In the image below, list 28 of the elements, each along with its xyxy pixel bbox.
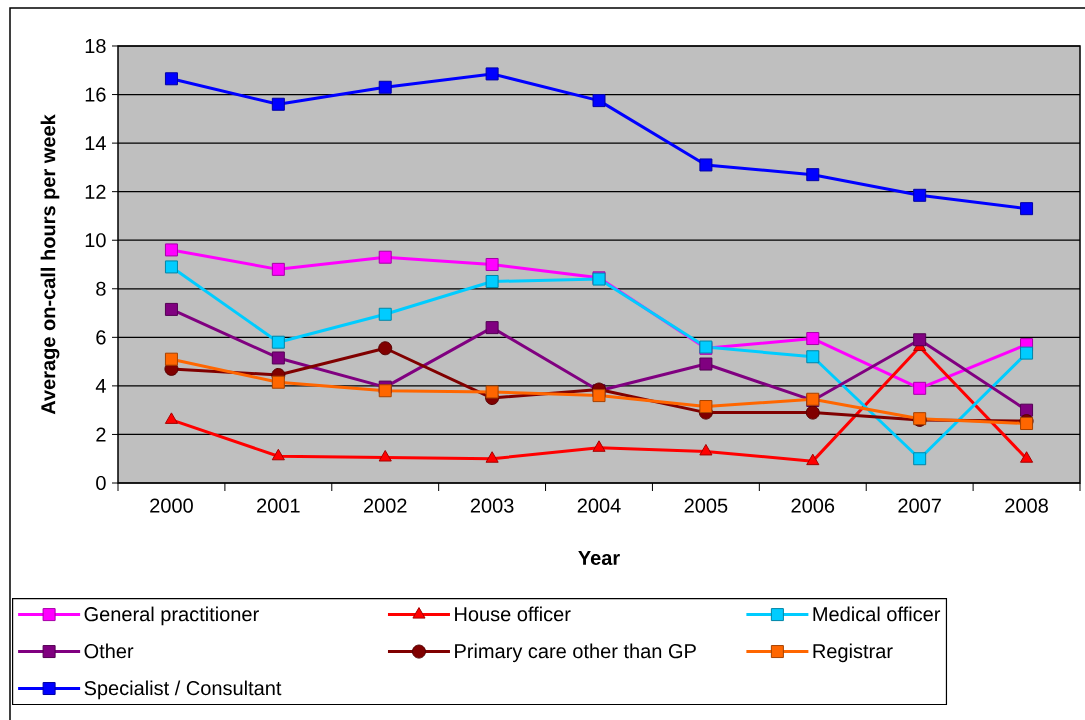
x-tick-label: 2004 [577,498,621,513]
x-tick-label: 2003 [470,498,514,513]
legend-label: Primary care other than GP [455,643,696,663]
legend-label: Medical officer [813,606,941,622]
y-tick-label: 12 [85,184,106,199]
legend-label: General practitioner [84,606,259,626]
y-tick-label: 8 [96,281,106,296]
x-tick-label: 2005 [684,498,728,513]
y-tick-label: 4 [95,379,106,393]
y-tick-label: 18 [85,38,106,54]
legend-label: Specialist / Consultant [84,680,282,700]
x-axis-title: Year [578,551,620,565]
x-tick-label: 2000 [150,498,193,513]
y-tick-label: 2 [96,427,106,442]
y-tick-label: 10 [85,233,106,248]
y-tick-label: 0 [96,475,106,491]
y-tick-label: 14 [85,136,106,150]
legend-label: Other [84,643,134,659]
y-tick-label: 16 [85,87,106,102]
x-tick-label: 2007 [898,498,941,513]
y-tick-label: 6 [96,330,106,345]
x-tick-label: 2006 [791,498,835,513]
legend-label: House officer [455,606,571,622]
x-tick-label: 2008 [1005,498,1048,513]
y-axis-title: Average on-call hours per week [40,114,60,415]
legend-label: Registrar [813,643,893,663]
x-tick-label: 2001 [257,498,300,513]
x-tick-label: 2002 [363,498,407,513]
